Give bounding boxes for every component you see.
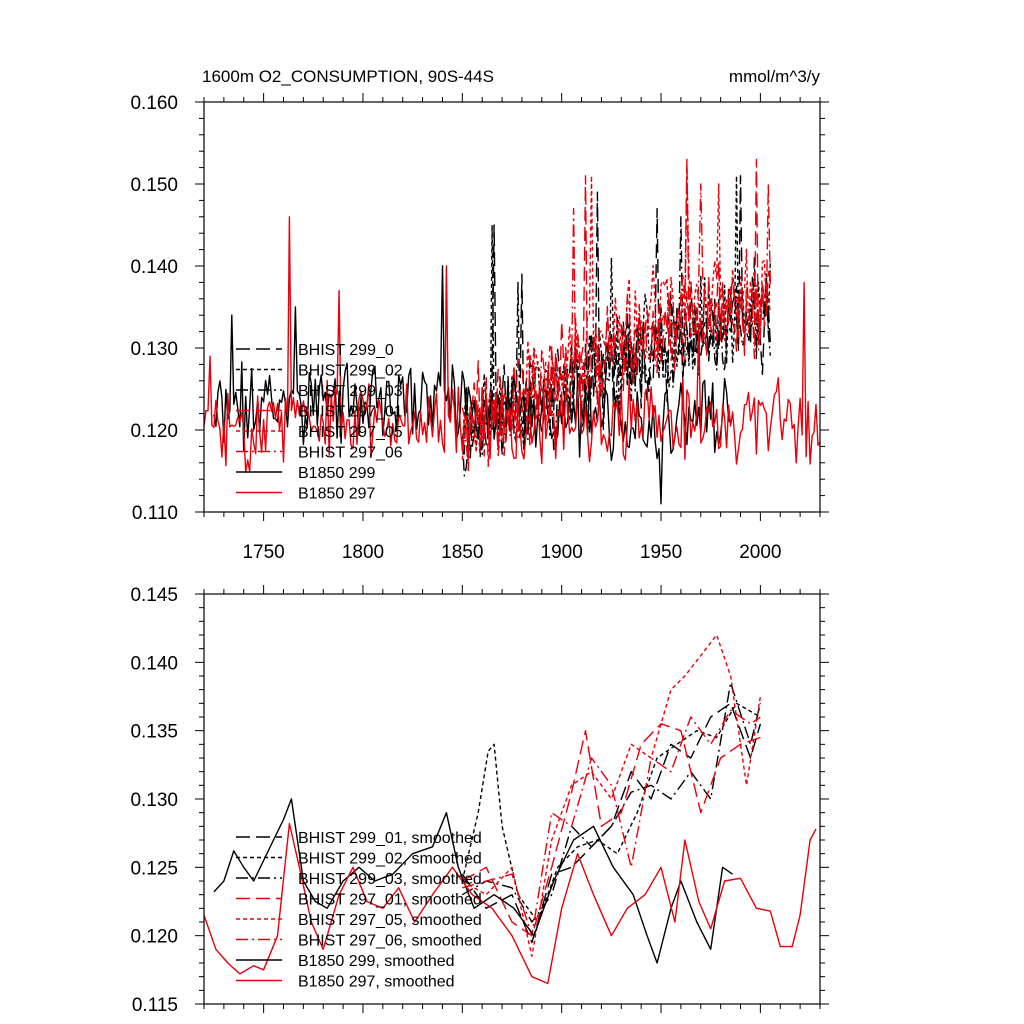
x-tick-label: 1900 — [541, 542, 583, 563]
top-panel: 1750 1800 1850 1900 1950 2000 0.110 0.120 0.130 0… — [130, 93, 829, 563]
y-tick-label: 0.120 — [130, 421, 178, 442]
series-line-bhist-297-06 — [461, 183, 771, 472]
series-line-b1850-299-smoothed — [213, 798, 733, 964]
plot-frame — [203, 101, 821, 513]
legend-label: BHIST 299_03 — [298, 383, 403, 400]
y-tick-label: 0.130 — [130, 339, 178, 360]
legend-label: BHIST 299_02, smoothed — [298, 851, 482, 868]
y-tick-label: 0.135 — [130, 722, 178, 743]
y-tick-label: 0.145 — [130, 585, 178, 606]
series-line-bhist-297-06-smoothed — [462, 709, 761, 937]
legend-label: BHIST 297_05 — [298, 424, 403, 441]
series-line-bhist-297-01 — [461, 158, 771, 465]
legend-label: BHIST 299_02 — [298, 363, 403, 380]
y-tick-label: 0.140 — [130, 257, 178, 278]
y-tick-label: 0.140 — [130, 653, 178, 674]
legend-label: BHIST 297_06 — [298, 445, 403, 462]
y-tick-label: 0.125 — [130, 858, 178, 879]
chart-title: 1600m O2_CONSUMPTION, 90S-44S — [202, 67, 494, 86]
legend-label: BHIST 299_01, smoothed — [298, 830, 482, 847]
y-tick-label: 0.150 — [130, 175, 178, 196]
y-tick-label: 0.110 — [132, 503, 178, 524]
series-line-b1850-297-smoothed — [204, 822, 817, 985]
legend-label: B1850 297 — [298, 486, 376, 503]
y-tick-label: 0.120 — [130, 927, 178, 948]
x-tick-label: 1800 — [342, 542, 384, 563]
series-line-bhist-297-01-smoothed — [461, 723, 761, 937]
bottom-panel: 0.115 0.120 0.125 0.130 0.135 0.140 0.145 BHIST… — [130, 585, 829, 1016]
y-tick-label: 0.130 — [130, 790, 178, 811]
legend-label: B1850 299 — [298, 465, 376, 482]
y-tick-label: 0.115 — [132, 995, 178, 1016]
x-tick-label: 1750 — [242, 542, 284, 563]
legend-label: BHIST 297_01, smoothed — [298, 892, 482, 909]
series-line-b1850-299 — [213, 265, 732, 505]
x-tick-label: 1850 — [441, 542, 483, 563]
units-label: mmol/m^3/y — [729, 67, 821, 86]
x-tick-label: 2000 — [739, 542, 781, 563]
legend-label: B1850 299, smoothed — [298, 953, 455, 970]
series-line-bhist-297-05-smoothed — [461, 634, 762, 957]
series-line-bhist-299-01-smoothed — [461, 702, 762, 944]
legend-label: BHIST 299_0 — [298, 342, 394, 359]
plot-frame — [203, 593, 821, 1005]
legend-label: BHIST 297_05, smoothed — [298, 912, 482, 929]
series-line-bhist-297-05 — [461, 166, 771, 460]
legend-label: BHIST 299_03, smoothed — [298, 871, 482, 888]
x-tick-label: 1950 — [640, 542, 682, 563]
plot-area — [204, 634, 817, 985]
series-line-bhist-299-03-smoothed — [461, 682, 762, 923]
plot-area — [204, 158, 820, 505]
series-line-b1850-297 — [204, 216, 820, 473]
legend-label: BHIST 297_06, smoothed — [298, 933, 482, 950]
y-tick-label: 0.160 — [130, 93, 178, 114]
legend-label: B1850 297, smoothed — [298, 974, 455, 991]
legend-label: BHIST 297_01 — [298, 404, 403, 421]
